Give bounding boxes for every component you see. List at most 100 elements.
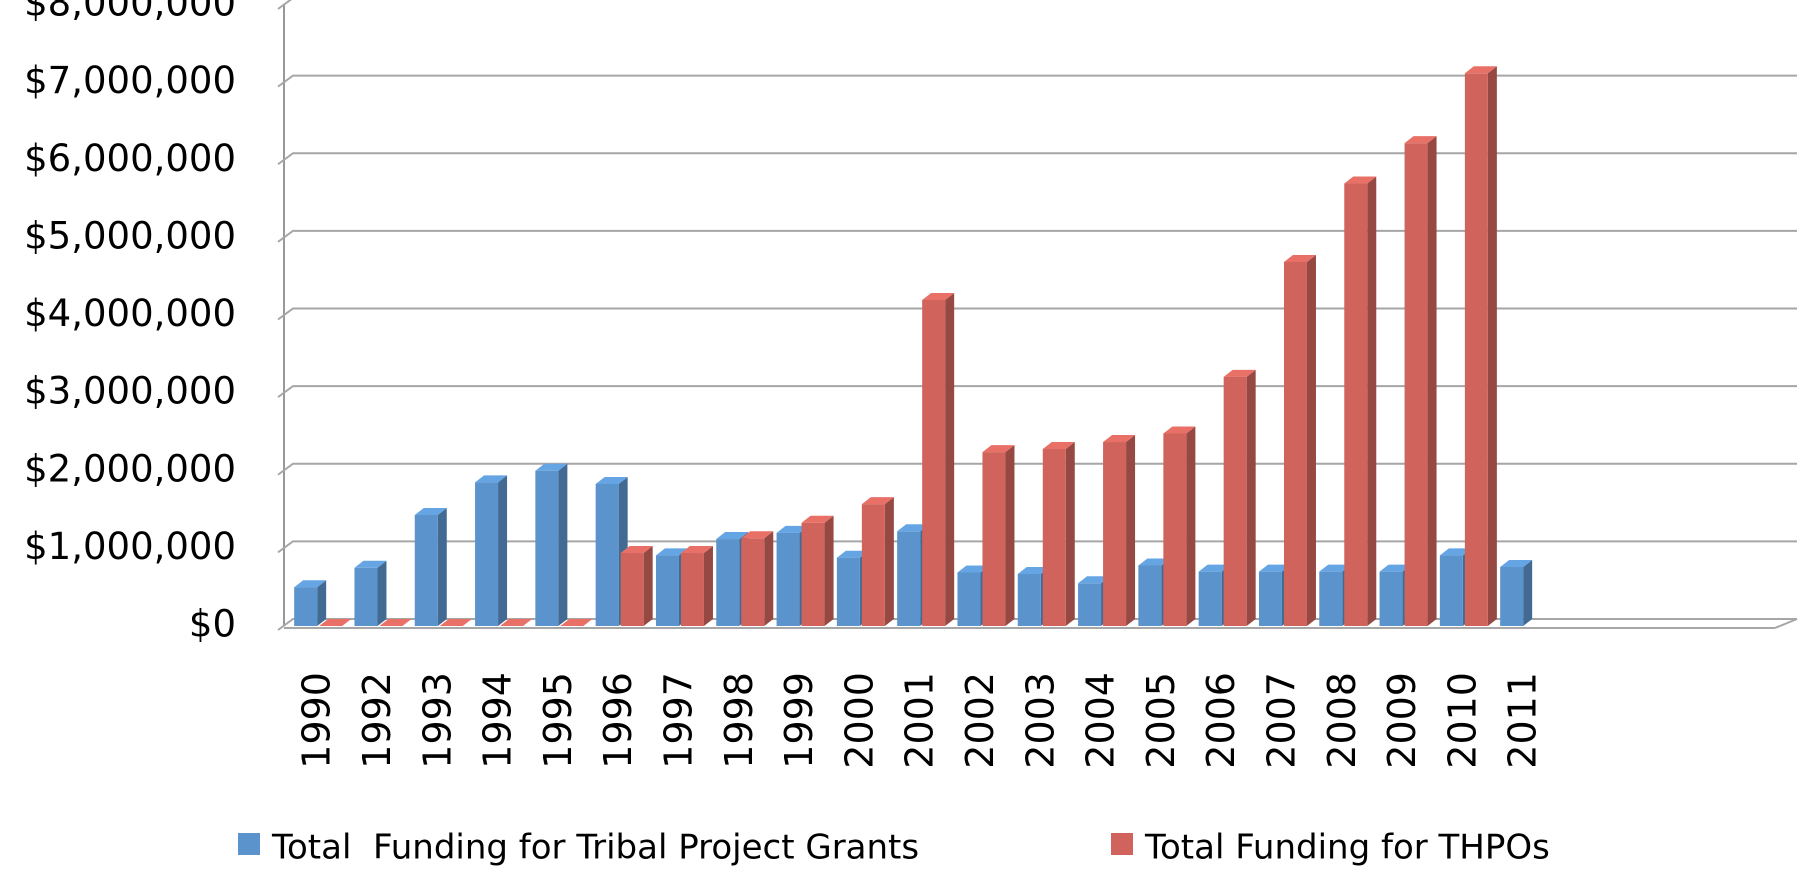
- x-tick-label: 2007: [1259, 672, 1303, 769]
- legend-swatch: [1111, 833, 1133, 855]
- y-tick-label: $7,000,000: [24, 59, 236, 102]
- bar-side: [764, 531, 774, 626]
- bar-top: [1379, 564, 1412, 572]
- bar: [897, 531, 921, 626]
- bar-top: [716, 532, 749, 540]
- grid-line: [277, 307, 1797, 321]
- bar-side: [1367, 176, 1377, 626]
- bar: [294, 587, 318, 626]
- bar-side: [643, 546, 653, 626]
- bar-side: [1246, 369, 1256, 626]
- y-tick-label: $8,000,000: [24, 0, 236, 25]
- bar-side: [1126, 435, 1136, 626]
- bar: [1404, 143, 1428, 627]
- bar-side: [498, 475, 508, 626]
- legend-label: Total Funding for Tribal Project Grants: [271, 828, 919, 868]
- bar: [982, 452, 1006, 626]
- y-tick-label: $3,000,000: [24, 370, 236, 413]
- bar-top: [982, 445, 1015, 453]
- bar-side: [1306, 254, 1316, 626]
- bar: [957, 572, 981, 626]
- y-tick-label: $5,000,000: [24, 214, 236, 257]
- bar-top: [922, 292, 955, 300]
- bar-top: [680, 546, 713, 554]
- bar: [475, 482, 499, 626]
- bar: [1344, 183, 1368, 626]
- x-tick-label: 1999: [777, 672, 821, 769]
- bar: [620, 553, 644, 626]
- x-tick-label: 2008: [1320, 672, 1364, 769]
- bar: [535, 470, 559, 626]
- bar-top: [1103, 435, 1136, 443]
- bar: [1017, 573, 1041, 626]
- y-tick-label: $2,000,000: [24, 447, 236, 490]
- bar-side: [317, 580, 327, 626]
- bar-side: [703, 546, 713, 626]
- bar-top: [1404, 136, 1437, 144]
- bar-side: [884, 497, 894, 626]
- bar: [1223, 376, 1247, 626]
- bar-top: [414, 507, 447, 515]
- x-tick-label: 2011: [1501, 672, 1545, 769]
- x-tick-label: 2002: [958, 672, 1002, 769]
- x-tick-label: 1996: [596, 672, 640, 769]
- bar-top: [1258, 564, 1291, 572]
- bar-top: [1163, 426, 1196, 434]
- y-tick-label: $0: [189, 603, 236, 646]
- bar: [680, 553, 704, 626]
- bar-top: [439, 619, 472, 626]
- x-tick-label: 2001: [898, 672, 942, 769]
- grid-line: [277, 74, 1797, 88]
- bar: [354, 567, 378, 626]
- x-tick-label: 2005: [1139, 672, 1183, 769]
- bar: [1319, 571, 1343, 626]
- bar-top: [1319, 564, 1352, 572]
- x-tick-label: 2009: [1380, 672, 1424, 769]
- legend-swatch: [238, 833, 260, 855]
- grid-line: [277, 462, 1797, 476]
- bar: [741, 538, 765, 626]
- bar-top: [1042, 442, 1075, 450]
- bar: [414, 514, 438, 626]
- bar: [655, 555, 679, 626]
- bar: [776, 532, 800, 626]
- bar-top: [776, 525, 809, 533]
- grid-line: [277, 152, 1797, 166]
- bar-top: [1464, 66, 1497, 74]
- bar-side: [1523, 560, 1533, 626]
- bar-top: [354, 560, 387, 568]
- bar: [595, 483, 619, 626]
- bar-side: [558, 463, 568, 626]
- bar: [861, 504, 885, 626]
- bar-top: [319, 619, 352, 626]
- y-tick-label: $1,000,000: [24, 525, 236, 568]
- x-tick-label: 1995: [536, 672, 580, 769]
- floor-edge: [1774, 618, 1798, 629]
- bar-top: [475, 475, 508, 483]
- bar-top: [801, 515, 834, 523]
- bar-side: [377, 560, 387, 626]
- bar-top: [560, 619, 593, 626]
- bar-top: [957, 565, 990, 573]
- bar: [1198, 571, 1222, 626]
- x-tick-label: 2010: [1440, 672, 1484, 769]
- bar: [801, 522, 825, 626]
- bar-top: [1078, 576, 1111, 584]
- grid-line: [277, 385, 1797, 398]
- bar-top: [1439, 548, 1472, 556]
- bar: [1042, 449, 1066, 626]
- bar: [716, 539, 740, 626]
- bar-top: [1017, 566, 1050, 574]
- bar-side: [1065, 442, 1075, 626]
- bar: [1379, 571, 1403, 626]
- bar-top: [595, 476, 628, 484]
- x-tick-label: 1994: [476, 672, 520, 769]
- x-tick-label: 1997: [656, 672, 700, 769]
- bar-side: [1186, 426, 1196, 626]
- bar-top: [1223, 369, 1256, 377]
- bar: [1283, 261, 1307, 626]
- grid-line: [277, 229, 1797, 243]
- bar-top: [379, 619, 412, 626]
- bar-side: [437, 507, 447, 626]
